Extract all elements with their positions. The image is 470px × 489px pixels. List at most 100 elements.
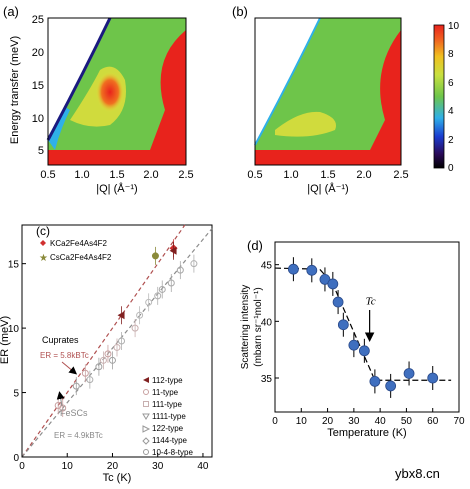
legend-marker-1048 bbox=[143, 449, 149, 455]
xtick: 1.5 bbox=[320, 169, 335, 181]
data-point bbox=[403, 368, 415, 379]
data-point bbox=[385, 380, 397, 392]
point-111-type bbox=[113, 343, 121, 351]
colorbar-ticks: 0 2 4 6 8 10 bbox=[448, 21, 460, 174]
legend-marker-kca bbox=[40, 240, 46, 246]
tc-label: Tc bbox=[366, 295, 376, 307]
colorbar-tick: 2 bbox=[448, 135, 454, 146]
panel-a-label: (a) bbox=[3, 4, 19, 19]
data-point bbox=[358, 345, 370, 357]
xtick: 1.0 bbox=[283, 169, 298, 181]
data-point bbox=[327, 278, 339, 290]
panel-d-label: (d) bbox=[247, 238, 263, 253]
colorbar-tick: 0 bbox=[448, 163, 454, 174]
xtick: 20 bbox=[322, 416, 334, 427]
fit-line-cuprates bbox=[21, 224, 186, 458]
ytick: 10 bbox=[8, 324, 20, 335]
xtick: 0 bbox=[272, 416, 278, 427]
panel-c-xlabel: Tc (K) bbox=[103, 472, 132, 484]
point-112-type bbox=[117, 311, 125, 320]
colorbar-tick: 6 bbox=[448, 78, 454, 89]
heatmap-b-green-region bbox=[255, 18, 401, 150]
xtick: 2.0 bbox=[143, 169, 158, 181]
legend-marker-11 bbox=[143, 389, 149, 395]
ytick: 15 bbox=[32, 80, 44, 92]
ytick: 5 bbox=[38, 145, 44, 157]
data-point bbox=[427, 372, 439, 384]
legend-marker-111 bbox=[143, 401, 149, 407]
annot-cuprates-arrow bbox=[61, 361, 78, 375]
annot-fescs: FeSCs bbox=[60, 408, 88, 418]
annot-cuprates-eq: ER = 5.8kBTc bbox=[40, 351, 89, 360]
panel-d-xlabel: Temperature (K) bbox=[327, 427, 406, 439]
panel-a-xlabel: |Q| (Å⁻¹) bbox=[96, 182, 137, 195]
panel-b-xticks: 0.5 1.0 1.5 2.0 2.5 bbox=[247, 169, 408, 181]
annot-fescs-arrow bbox=[56, 391, 65, 407]
heatmap-b-yellow-region bbox=[275, 111, 336, 137]
point-1111-type bbox=[136, 311, 144, 319]
point-11-type bbox=[59, 404, 67, 412]
ytick: 0 bbox=[13, 453, 19, 464]
point-111-type bbox=[131, 324, 139, 332]
point-11-type bbox=[104, 350, 112, 358]
heatmap-b-edge-line bbox=[254, 17, 321, 146]
ytick: 45 bbox=[261, 261, 273, 272]
legend-label-csca: CsCa2Fe4As4F2 bbox=[50, 253, 112, 262]
ytick: 5 bbox=[13, 389, 19, 400]
panel-a-yticks: 5 10 15 20 25 bbox=[32, 14, 44, 157]
legend-label: 11-type bbox=[152, 388, 179, 397]
point-1144-type bbox=[167, 279, 175, 287]
point-122-type bbox=[86, 376, 94, 384]
xtick: 30 bbox=[152, 461, 164, 472]
legend-label: 112-type bbox=[152, 376, 183, 385]
point-1111-type bbox=[145, 298, 153, 306]
ytick: 10 bbox=[32, 113, 44, 125]
legend-marker-csca: ★ bbox=[39, 253, 48, 264]
xtick: 40 bbox=[375, 416, 387, 427]
data-point bbox=[287, 263, 299, 275]
watermark: ybx8.cn bbox=[395, 466, 440, 481]
heatmap-a-blue-edge bbox=[48, 105, 70, 150]
xtick: 50 bbox=[401, 416, 413, 427]
point-112-type bbox=[169, 246, 177, 255]
legend-label-kca: KCa2Fe4As4F2 bbox=[50, 239, 107, 248]
point-122-type bbox=[154, 292, 162, 300]
xtick: 40 bbox=[197, 461, 209, 472]
data-point bbox=[348, 339, 360, 351]
point-csca2fe4as4f2 bbox=[151, 252, 159, 260]
xtick: 0.5 bbox=[40, 169, 55, 181]
legend-label: 10-4-8-type bbox=[152, 448, 193, 457]
heatmap-a-edge-line bbox=[46, 17, 112, 141]
legend-label: 111-type bbox=[152, 400, 182, 409]
panel-c-legend-right: 112-type 11-type 111-type 1111-type 122-… bbox=[142, 376, 193, 457]
panel-c-ylabel: ER (meV) bbox=[0, 316, 11, 364]
legend-label: 122-type bbox=[152, 424, 184, 433]
panel-d-ticks: 0 10 20 30 40 50 60 70 35 40 45 bbox=[261, 261, 465, 427]
point-122-type bbox=[118, 337, 126, 345]
xtick: 10 bbox=[62, 461, 74, 472]
xtick: 70 bbox=[453, 416, 465, 427]
panel-b-xlabel: |Q| (Å⁻¹) bbox=[307, 182, 348, 195]
legend-marker-112 bbox=[143, 377, 149, 383]
point-111-type bbox=[99, 356, 107, 364]
xtick: 2.5 bbox=[393, 169, 408, 181]
panel-c-label: (c) bbox=[36, 224, 50, 238]
xtick: 1.0 bbox=[74, 169, 89, 181]
colorbar-tick: 8 bbox=[448, 49, 454, 60]
panel-a-ylabel: Energy transfer (meV) bbox=[9, 36, 21, 144]
ytick: 40 bbox=[261, 317, 273, 328]
data-point bbox=[332, 296, 344, 308]
point-10-4-8-type bbox=[108, 356, 116, 364]
panel-c-ticks: 0 10 20 30 40 0 5 10 15 bbox=[8, 260, 209, 472]
ytick: 35 bbox=[261, 374, 273, 385]
point-10-4-8-type bbox=[95, 363, 103, 371]
point-1144-type bbox=[176, 266, 184, 274]
data-point bbox=[306, 264, 318, 276]
panel-d: (d) 0 10 20 30 40 50 60 70 35 40 45 Tc Temperature… bbox=[240, 238, 465, 439]
panel-d-ylabel-2: (mbarn sr⁻¹mol⁻¹) bbox=[253, 287, 264, 366]
panel-a-frame bbox=[47, 17, 187, 166]
legend-marker-122 bbox=[142, 425, 151, 433]
panel-c: (c) KCa2Fe4As4F2 ★ CsCa2Fe4As4F2 112-typ… bbox=[0, 224, 213, 484]
xtick: 20 bbox=[107, 461, 119, 472]
